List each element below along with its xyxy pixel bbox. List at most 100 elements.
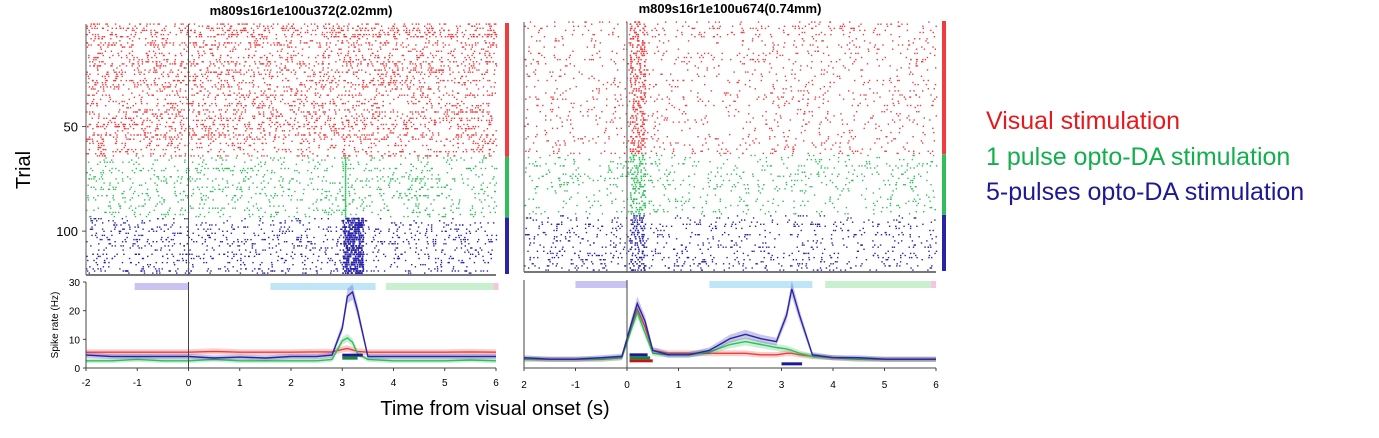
spike-tick — [207, 151, 209, 153]
spike-tick — [185, 172, 188, 174]
spike-tick — [133, 172, 136, 174]
spike-tick — [439, 33, 441, 36]
spike-tick — [458, 203, 460, 205]
spike-tick — [466, 228, 468, 230]
spike-tick — [400, 155, 402, 157]
spike-tick — [142, 113, 144, 115]
spike-tick — [162, 86, 165, 88]
spike-tick — [235, 71, 237, 73]
spike-tick — [177, 134, 179, 136]
spike-tick — [443, 113, 445, 115]
spike-tick — [110, 134, 112, 136]
spike-tick — [234, 201, 236, 203]
spike-tick — [207, 167, 209, 170]
spike-tick — [130, 205, 132, 207]
spike-tick — [149, 220, 151, 222]
spike-tick — [193, 155, 195, 157]
spike-tick — [166, 109, 168, 111]
spike-tick — [377, 186, 380, 188]
spike-tick — [387, 155, 390, 157]
spike-tick — [473, 128, 476, 130]
spike-tick — [320, 86, 323, 88]
spike-tick — [161, 42, 163, 44]
spike-tick — [381, 155, 383, 157]
spike-tick — [229, 94, 232, 96]
spike-tick — [220, 23, 222, 25]
spike-tick — [447, 79, 449, 82]
spike-tick — [334, 146, 336, 149]
spike-tick — [419, 211, 421, 214]
spike-tick — [168, 52, 170, 55]
spike-tick — [396, 123, 398, 126]
spike-tick — [311, 79, 313, 82]
spike-tick — [462, 182, 465, 184]
spike-tick — [136, 56, 138, 59]
spike-tick — [88, 86, 91, 88]
spike-tick — [290, 151, 292, 153]
spike-tick — [496, 167, 498, 170]
spike-tick — [312, 153, 314, 155]
spike-tick — [366, 163, 368, 165]
spike-tick — [432, 134, 434, 136]
spike-tick — [456, 31, 458, 34]
spike-tick — [233, 71, 235, 73]
spike-tick — [301, 142, 303, 145]
spike-tick — [460, 134, 463, 136]
spike-tick — [348, 144, 350, 147]
spike-tick — [167, 33, 169, 36]
spike-tick — [279, 56, 281, 59]
spike-tick — [357, 224, 360, 226]
spike-tick — [211, 132, 213, 134]
spike-tick — [123, 190, 125, 193]
spike-tick — [464, 84, 466, 86]
spike-tick — [433, 151, 435, 153]
spike-tick — [269, 205, 271, 207]
spike-tick — [245, 29, 247, 32]
spike-tick — [441, 61, 444, 63]
spike-tick — [324, 84, 327, 86]
spike-tick — [363, 109, 365, 111]
spike-tick — [317, 92, 319, 94]
spike-tick — [369, 73, 371, 75]
spike-tick — [288, 134, 290, 136]
spike-tick — [451, 111, 453, 113]
spike-tick — [378, 84, 380, 86]
spike-tick — [488, 102, 490, 105]
spike-tick — [470, 136, 473, 138]
spike-tick — [182, 23, 184, 25]
spike-tick — [371, 63, 373, 65]
spike-tick — [293, 69, 295, 71]
spike-tick — [350, 219, 352, 222]
spike-tick — [362, 84, 364, 86]
spike-tick — [200, 86, 202, 88]
spike-tick — [188, 125, 190, 128]
spike-tick — [344, 109, 346, 111]
spike-tick — [159, 123, 161, 126]
spike-tick — [104, 77, 107, 80]
spike-tick — [298, 33, 300, 36]
spike-tick — [235, 134, 237, 136]
spike-tick — [336, 96, 339, 98]
spike-tick — [453, 61, 455, 63]
spike-tick — [370, 151, 372, 153]
spike-tick — [92, 140, 94, 142]
spike-tick — [95, 180, 98, 182]
spike-tick — [146, 84, 149, 86]
spike-tick — [408, 31, 411, 34]
spike-tick — [127, 148, 129, 151]
spike-tick — [316, 207, 318, 209]
spike-tick — [288, 188, 291, 191]
spike-tick — [470, 111, 472, 113]
spike-tick — [201, 73, 203, 75]
spike-tick — [221, 190, 224, 193]
spike-tick — [143, 222, 145, 224]
spike-tick — [492, 44, 495, 46]
spike-tick — [410, 117, 412, 119]
spike-tick — [341, 121, 344, 124]
spike-tick — [215, 178, 217, 180]
spike-tick — [227, 144, 230, 147]
spike-tick — [186, 102, 188, 105]
spike-tick — [416, 155, 419, 157]
spike-tick — [358, 130, 360, 132]
spike-tick — [184, 75, 186, 78]
